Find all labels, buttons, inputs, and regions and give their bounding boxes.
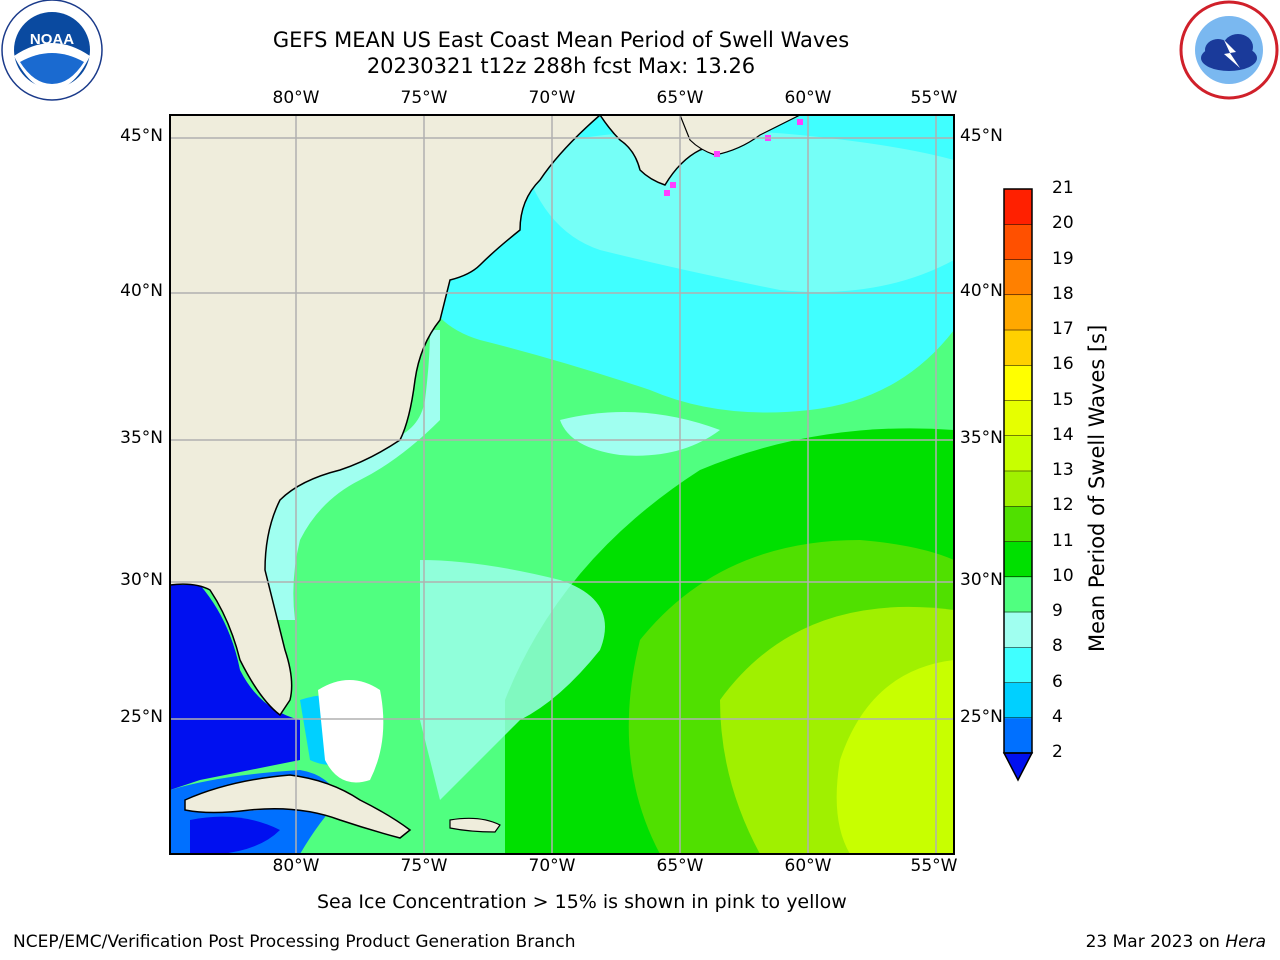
- sea-ice-note: Sea Ice Concentration > 15% is shown in …: [317, 891, 847, 913]
- colorbar-band: [1004, 612, 1032, 648]
- field-13s: [836, 660, 954, 854]
- colorbar-band: [1004, 471, 1032, 507]
- colorbar-tick-label: 10: [1052, 565, 1074, 586]
- colorbar-frame: [1003, 188, 1033, 754]
- colorbar-tick-label: 11: [1052, 530, 1074, 551]
- land-us-east-coast: [170, 115, 602, 717]
- land-hispaniola: [449, 817, 501, 833]
- colorbar-tick-label: 14: [1052, 424, 1074, 445]
- lat-label-left: 45°N: [120, 126, 163, 146]
- colorbar-band: [1004, 400, 1032, 437]
- bahamas-masked: [318, 680, 384, 783]
- colorbar-tick-label: 15: [1052, 389, 1074, 410]
- lon-label-top: 55°W: [910, 88, 958, 108]
- lon-label-top: 60°W: [784, 88, 832, 108]
- colorbar-tick-label: 13: [1052, 460, 1074, 480]
- field-carib-2s: [190, 816, 280, 854]
- noaa-logo: NOAA: [1, 0, 103, 101]
- lat-label-right: 35°N: [960, 428, 1003, 448]
- lon-label-bottom: 65°W: [656, 856, 704, 876]
- field-shelf: [259, 330, 440, 620]
- colorbar-band: [1004, 224, 1032, 260]
- lon-label-top: 70°W: [528, 88, 576, 108]
- colorbar-tick-label: 9: [1052, 601, 1063, 621]
- colorbar-tick-label: 16: [1052, 354, 1074, 375]
- colorbar-band: [1004, 647, 1032, 683]
- land-maritimes: [679, 115, 801, 156]
- lon-label-top: 65°W: [656, 88, 704, 108]
- sea-ice-marker: [714, 151, 720, 157]
- lat-label-right: 40°N: [960, 281, 1003, 301]
- nws-logo: [1179, 0, 1279, 100]
- lon-label-bottom: 70°W: [528, 856, 576, 876]
- credit-host: Hera: [1225, 932, 1266, 952]
- field-bahamas-shadow: [420, 560, 605, 800]
- sea-ice-marker: [670, 182, 676, 188]
- colorbar-band: [1004, 435, 1032, 472]
- land-cuba: [184, 774, 412, 839]
- colorbar-band: [1004, 506, 1032, 542]
- lon-label-top: 80°W: [272, 88, 320, 108]
- colorbar-tick-label: 2: [1052, 742, 1063, 762]
- colorbar-band: [1004, 365, 1032, 401]
- graticule: [170, 115, 954, 854]
- lat-label-left: 35°N: [120, 428, 163, 448]
- lon-label-bottom: 80°W: [272, 856, 320, 876]
- sea-ice-marker: [797, 119, 803, 125]
- lon-label-bottom: 60°W: [784, 856, 832, 876]
- colorbar-band: [1004, 682, 1032, 719]
- credit-left: NCEP/EMC/Verification Post Processing Pr…: [13, 932, 576, 952]
- colorbar-tick-label: 6: [1052, 671, 1063, 692]
- lat-label-left: 40°N: [120, 281, 163, 301]
- field-gulf-2s: [170, 585, 300, 790]
- colorbar-tick-label: 18: [1052, 283, 1074, 304]
- sea-ice-marker: [664, 190, 670, 196]
- map-frame: [169, 114, 955, 855]
- colorbar-tick-label: 20: [1052, 213, 1074, 234]
- colorbar-title: Mean Period of Swell Waves [s]: [1085, 324, 1109, 652]
- map-subtitle: 20230321 t12z 288h fcst Max: 13.26: [366, 54, 756, 78]
- colorbar-tick-label: 17: [1052, 319, 1074, 339]
- colorbar-band: [1004, 294, 1032, 331]
- colorbar-tick-label: 4: [1052, 706, 1063, 727]
- colorbar-band: [1004, 189, 1032, 225]
- lat-label-right: 45°N: [960, 126, 1003, 146]
- colorbar-band: [1004, 259, 1032, 296]
- colorbar-band: [1004, 330, 1032, 366]
- colorbar-tick-label: 21: [1052, 178, 1074, 198]
- colorbar-tick-label: 12: [1052, 495, 1074, 516]
- lat-label-left: 30°N: [120, 570, 163, 590]
- colorbar-tick-label: 19: [1052, 248, 1074, 269]
- lon-label-top: 75°W: [400, 88, 448, 108]
- colorbar-band: [1004, 576, 1032, 613]
- lon-label-bottom: 55°W: [910, 856, 958, 876]
- colorbar-band: [1004, 541, 1032, 578]
- colorbar: [1002, 188, 1034, 782]
- colorbar-tick-label: 8: [1052, 636, 1063, 657]
- field-8s-patch: [520, 130, 954, 292]
- credit-right: 23 Mar 2023 on Hera: [1086, 932, 1266, 952]
- noaa-logo-text: NOAA: [30, 31, 74, 48]
- colorbar-under-arrow: [1002, 752, 1034, 782]
- credit-date: 23 Mar 2023 on: [1085, 932, 1220, 952]
- lat-label-left: 25°N: [120, 707, 163, 727]
- lat-label-right: 25°N: [960, 707, 1003, 727]
- colorbar-band: [1004, 717, 1032, 754]
- map-title: GEFS MEAN US East Coast Mean Period of S…: [272, 28, 850, 52]
- lat-label-right: 30°N: [960, 570, 1003, 590]
- lon-label-bottom: 75°W: [400, 856, 448, 876]
